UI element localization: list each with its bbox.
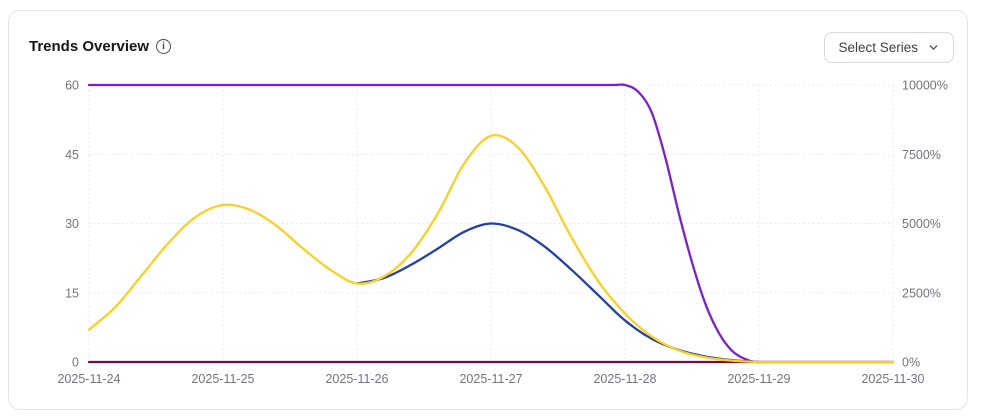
chevron-down-icon [929, 45, 938, 50]
x-axis-tick-label: 2025-11-24 [57, 372, 120, 386]
series-line-yellow-series[interactable] [87, 134, 895, 364]
right-axis-tick-label: 7500% [902, 148, 941, 162]
series-line-purple-series[interactable] [87, 83, 895, 364]
x-axis-tick-label: 2025-11-25 [191, 372, 254, 386]
select-series-label: Select Series [838, 40, 918, 55]
chart-title: Trends Overview [29, 38, 150, 55]
x-axis-tick-label: 2025-11-30 [861, 372, 924, 386]
left-axis-tick-label: 45 [65, 148, 79, 162]
right-axis-tick-label: 10000% [902, 79, 948, 93]
trends-chart[interactable]: 0 15 30 45 60 0% 2500% 5000% 7500% 10000% 2025-11-… [9, 11, 967, 409]
trends-overview-card: Trends Overview i Select Series 0 15 30 45 6… [8, 10, 968, 410]
right-axis-tick-label: 2500% [902, 286, 941, 300]
left-axis-tick-label: 30 [65, 217, 79, 231]
left-axis-tick-label: 60 [65, 79, 79, 93]
right-axis-tick-label: 5000% [902, 217, 941, 231]
right-axis-tick-label: 0% [902, 356, 920, 370]
x-axis-tick-label: 2025-11-28 [593, 372, 656, 386]
x-axis-tick-label: 2025-11-27 [459, 372, 522, 386]
left-axis-tick-label: 0 [72, 356, 79, 370]
x-axis-tick-label: 2025-11-26 [325, 372, 388, 386]
x-axis-tick-label: 2025-11-29 [727, 372, 790, 386]
card-header: Trends Overview i [29, 38, 172, 55]
select-series-button[interactable]: Select Series [824, 32, 954, 63]
info-icon[interactable]: i [156, 39, 172, 54]
left-axis-tick-label: 15 [65, 286, 79, 300]
